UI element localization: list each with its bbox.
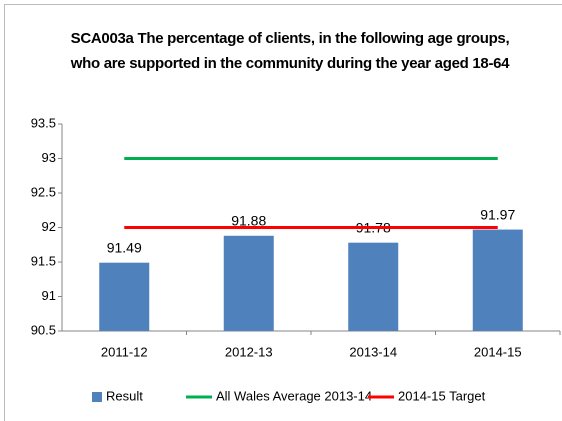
y-tick-label: 92.5 bbox=[31, 184, 56, 199]
y-tick-label: 93.5 bbox=[31, 115, 56, 130]
legend-label: 2014-15 Target bbox=[398, 388, 486, 403]
legend-swatch bbox=[92, 392, 102, 402]
data-label: 91.49 bbox=[107, 239, 142, 255]
y-tick-label: 91.5 bbox=[31, 253, 56, 268]
data-label: 91.97 bbox=[480, 206, 515, 222]
x-tick-label: 2011-12 bbox=[101, 344, 148, 359]
x-tick-label: 2014-15 bbox=[474, 344, 522, 359]
y-tick-label: 90.5 bbox=[31, 322, 56, 337]
x-tick-label: 2012-13 bbox=[225, 344, 273, 359]
y-tick-label: 91 bbox=[42, 288, 56, 303]
bar bbox=[472, 229, 523, 331]
chart-border bbox=[4, 4, 562, 421]
bar bbox=[348, 242, 399, 331]
legend-label: Result bbox=[106, 388, 143, 403]
x-tick-label: 2013-14 bbox=[349, 344, 397, 359]
y-tick-label: 93 bbox=[42, 150, 56, 165]
bar bbox=[99, 262, 150, 331]
legend-label: All Wales Average 2013-14 bbox=[216, 388, 372, 403]
y-tick-label: 92 bbox=[42, 219, 56, 234]
chart-title: SCA003a The percentage of clients, in th… bbox=[70, 30, 510, 72]
data-label: 91.88 bbox=[231, 212, 266, 228]
bar bbox=[223, 235, 274, 331]
